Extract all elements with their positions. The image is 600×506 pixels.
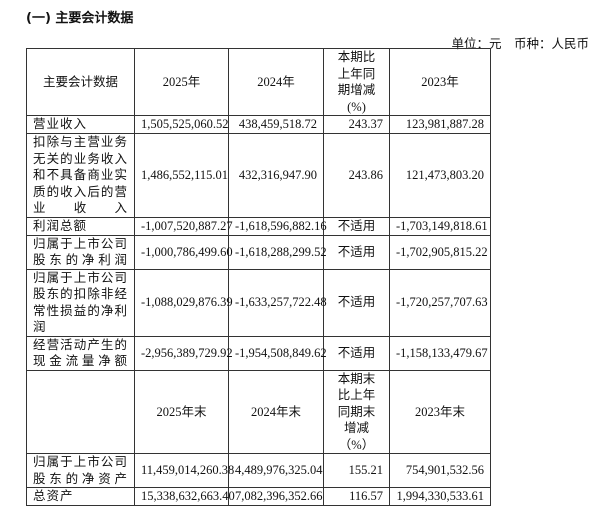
cell-v2024: 432,316,947.90 (228, 133, 324, 218)
cell-v2025: 1,486,552,115.01 (134, 133, 229, 218)
cell-v2025: -2,956,389,729.92 (134, 335, 233, 371)
cell-v2025: 15,338,632,663.40 (134, 487, 235, 506)
cell-v2024: -1,954,508,849.62 (228, 335, 327, 371)
column-header: 本期末比上年同期末增减（%） (323, 369, 390, 454)
cell-chg: 不适用 (323, 268, 390, 337)
cell-v2024: -1,618,288,299.52 (228, 234, 327, 270)
column-header: 2023年 (389, 48, 491, 116)
table-row: 利润总额 -1,007,520,887.27 -1,618,596,882.16 不适… (26, 216, 491, 236)
cell-chg: 243.37 (323, 115, 390, 134)
cell-v2023: -1,703,149,818.61 (389, 216, 491, 236)
column-header: 2025年末 (134, 369, 229, 454)
table-row: 归属于上市公司股东的净资产 11,459,014,260.38 4,489,976,… (26, 453, 491, 488)
table-row: 总资产 15,338,632,663.40 7,082,396,352.66 116.… (26, 487, 491, 506)
cell-v2023: 754,901,532.56 (389, 453, 491, 488)
column-header (26, 369, 135, 454)
cell-v2025: -1,007,520,887.27 (134, 216, 233, 236)
column-header: 主要会计数据 (26, 48, 135, 116)
column-header: 2025年 (134, 48, 229, 116)
cell-chg: 不适用 (323, 335, 390, 371)
accounting-data-table: 主要会计数据 2025年 2024年 本期比上年同期增减(%) 2023年 营业收入 1,5… (26, 48, 491, 506)
cell-v2024: -1,618,596,882.16 (228, 216, 327, 236)
cell-chg: 243.86 (323, 133, 390, 218)
table-row: 营业收入 1,505,525,060.52 438,459,518.72 243.37… (26, 115, 491, 134)
column-header: 2024年末 (228, 369, 324, 454)
column-header: 本期比上年同期增减(%) (323, 48, 390, 116)
cell-chg: 不适用 (323, 216, 390, 236)
cell-v2023: 121,473,803.20 (389, 133, 491, 218)
row-label: 归属于上市公司股东的净利润 (26, 234, 135, 270)
table-row: 归属于上市公司股东的净利润 -1,000,786,499.60 -1,618,288… (26, 234, 491, 270)
row-label: 利润总额 (26, 216, 135, 236)
cell-v2024: 438,459,518.72 (228, 115, 324, 134)
unit-note: 单位：元 币种：人民币 (451, 37, 589, 51)
cell-v2023: -1,158,133,479.67 (389, 335, 491, 371)
cell-v2023: 123,981,887.28 (389, 115, 491, 134)
section-title: (一) 主要会计数据 (26, 11, 134, 26)
cell-chg: 116.57 (323, 487, 390, 506)
cell-v2025: 1,505,525,060.52 (134, 115, 229, 134)
cell-chg: 155.21 (323, 453, 390, 488)
column-header: 2023年末 (389, 369, 491, 454)
cell-v2023: 1,994,330,533.61 (389, 487, 491, 506)
row-label: 营业收入 (26, 115, 135, 134)
row-label: 总资产 (26, 487, 135, 506)
cell-chg: 不适用 (323, 234, 390, 270)
row-label: 归属于上市公司股东的扣除非经常性损益的净利润 (26, 268, 135, 337)
table-row: 经营活动产生的现金流量净额 -2,956,389,729.92 -1,954,508… (26, 335, 491, 371)
row-label: 扣除与主营业务无关的业务收入和不具备商业实质的收入后的营业收入 (26, 133, 135, 218)
table-row: 归属于上市公司股东的扣除非经常性损益的净利润 -1,088,029,876.39-… (26, 268, 491, 337)
cell-v2024: -1,633,257,722.48 (228, 268, 327, 337)
cell-v2025: -1,088,029,876.39 (134, 268, 233, 337)
row-label: 归属于上市公司股东的净资产 (26, 453, 135, 488)
table-row: 扣除与主营业务无关的业务收入和不具备商业实质的收入后的营业收入 1,486,552… (26, 133, 491, 218)
cell-v2024: 4,489,976,325.04 (228, 453, 324, 488)
column-header: 2024年 (228, 48, 324, 116)
header-row: 2025年末 2024年末 本期末比上年同期末增减（%） 2023年末 (26, 369, 491, 454)
header-row: 主要会计数据 2025年 2024年 本期比上年同期增减(%) 2023年 (26, 48, 491, 116)
cell-v2024: 7,082,396,352.66 (228, 487, 324, 506)
row-label: 经营活动产生的现金流量净额 (26, 335, 135, 371)
cell-v2023: -1,720,257,707.63 (389, 268, 491, 337)
cell-v2025: 11,459,014,260.38 (134, 453, 234, 488)
cell-v2025: -1,000,786,499.60 (134, 234, 233, 270)
cell-v2023: -1,702,905,815.22 (389, 234, 491, 270)
